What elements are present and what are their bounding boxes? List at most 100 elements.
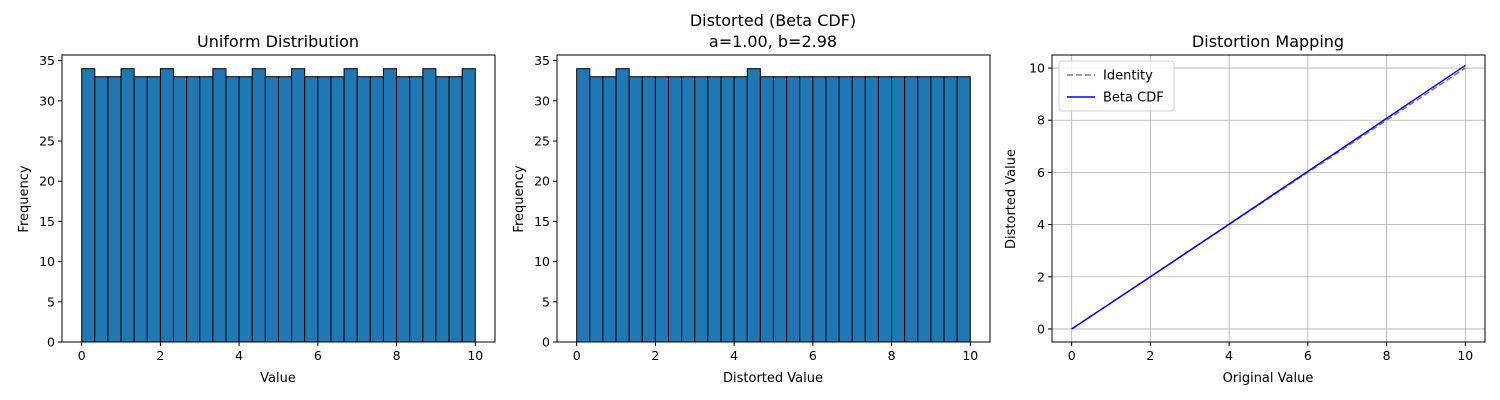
histogram-bar [199, 76, 214, 343]
y-tick-label: 30 [39, 93, 55, 108]
histogram-bar [576, 68, 591, 343]
y-tick-label: 10 [1029, 61, 1045, 76]
histogram-bar [589, 76, 604, 343]
x-tick-label: 4 [730, 348, 738, 363]
histogram-bar [733, 76, 748, 343]
histogram-bar [317, 76, 332, 343]
x-tick-label: 6 [1304, 348, 1312, 363]
axes-frame [61, 54, 496, 343]
histogram-bar [369, 76, 384, 343]
histogram-bar [146, 76, 161, 343]
uniform-distribution-panel: Uniform Distribution Value Frequency 0 2 4… [17, 32, 496, 386]
histogram-bar [654, 76, 670, 343]
series-line-1 [1071, 64, 1466, 330]
histogram-bar [264, 76, 279, 343]
y-tick-label: 0 [47, 335, 55, 350]
histogram-bar [641, 76, 656, 343]
histogram-bar [628, 76, 643, 343]
histogram-bar [720, 76, 735, 343]
histogram-bar [602, 76, 617, 343]
histogram-bar [225, 76, 240, 343]
histogram-bar [251, 68, 266, 343]
x-tick-label: 2 [156, 348, 164, 363]
y-tick-label: 5 [542, 294, 550, 309]
histogram-bar [343, 68, 358, 343]
histogram-bar [291, 68, 306, 343]
y-axis-label: Frequency [17, 165, 32, 232]
x-axis-label: Distorted Value [723, 371, 823, 386]
panel-title: Uniform Distribution [197, 32, 359, 51]
histogram-bar [877, 76, 893, 343]
histogram-bar [277, 76, 293, 343]
histogram-bar [330, 76, 345, 343]
histogram-bar [904, 76, 919, 343]
histogram-bar [812, 76, 827, 343]
legend-entry: Beta CDF [1103, 91, 1164, 106]
histogram-bar [891, 76, 906, 343]
histogram-bar [81, 68, 96, 343]
y-tick-label: 15 [534, 214, 550, 229]
x-tick-label: 10 [467, 348, 483, 363]
y-tick-label: 0 [542, 335, 550, 350]
x-tick-label: 8 [1383, 348, 1391, 363]
y-tick-label: 35 [534, 53, 550, 68]
x-tick-label: 8 [888, 348, 896, 363]
y-tick-label: 30 [534, 93, 550, 108]
histogram-bar [707, 76, 722, 343]
legend-box [1058, 60, 1175, 112]
histogram-bar [94, 76, 109, 343]
distorted-beta-cdf-panel: Distorted (Beta CDF) a=1.00, b=2.98 Dist… [512, 11, 991, 386]
y-tick-label: 10 [534, 254, 550, 269]
panel-subtitle: a=1.00, b=2.98 [709, 32, 837, 51]
y-axis-label: Distorted Value [1004, 149, 1019, 249]
x-tick-label: 10 [962, 348, 978, 363]
histogram-bar [917, 76, 932, 343]
panel-title: Distorted (Beta CDF) [690, 11, 856, 30]
x-tick-label: 4 [1225, 348, 1233, 363]
x-tick-label: 2 [1146, 348, 1154, 363]
y-axis-label: Frequency [512, 165, 527, 232]
histogram-bar [615, 68, 630, 343]
histogram-bar [461, 68, 476, 343]
histogram-bar [304, 76, 319, 343]
y-tick-label: 20 [534, 174, 550, 189]
histogram-bar [356, 76, 371, 343]
histogram-bar [133, 76, 148, 343]
histogram-bar [786, 76, 801, 343]
histogram-bar [159, 68, 175, 343]
histogram-bar [435, 76, 450, 343]
histogram-bar [448, 76, 463, 343]
x-tick-label: 0 [1068, 348, 1076, 363]
axes-frame [556, 54, 991, 343]
x-tick-label: 10 [1457, 348, 1473, 363]
histogram-bar [120, 68, 135, 343]
histogram-bar [864, 76, 879, 343]
histogram-bar [956, 76, 971, 343]
panel-title: Distortion Mapping [1192, 32, 1344, 51]
distortion-mapping-panel: Distortion Mapping Original Value Distor… [1004, 32, 1486, 386]
histogram-bar [694, 76, 709, 343]
y-tick-label: 4 [1037, 217, 1045, 232]
histogram-bar [746, 68, 761, 343]
axes-frame [1051, 54, 1486, 343]
y-tick-label: 5 [47, 294, 55, 309]
histogram-bar [107, 76, 122, 343]
y-tick-label: 10 [39, 254, 55, 269]
histogram-bar [930, 76, 945, 343]
y-tick-label: 6 [1037, 165, 1045, 180]
x-tick-label: 2 [651, 348, 659, 363]
histogram-bar [668, 76, 683, 343]
histogram-bar [382, 68, 398, 343]
x-tick-label: 6 [809, 348, 817, 363]
histogram-bar [759, 76, 774, 343]
histogram-bar [396, 76, 411, 343]
histogram-bar [838, 76, 853, 343]
histogram-bar [238, 76, 253, 343]
histogram-bar [422, 68, 437, 343]
histogram-bar [851, 76, 866, 343]
histogram-bar [943, 76, 958, 343]
x-tick-label: 4 [235, 348, 243, 363]
histogram-bar [772, 76, 788, 343]
y-tick-label: 8 [1037, 113, 1045, 128]
